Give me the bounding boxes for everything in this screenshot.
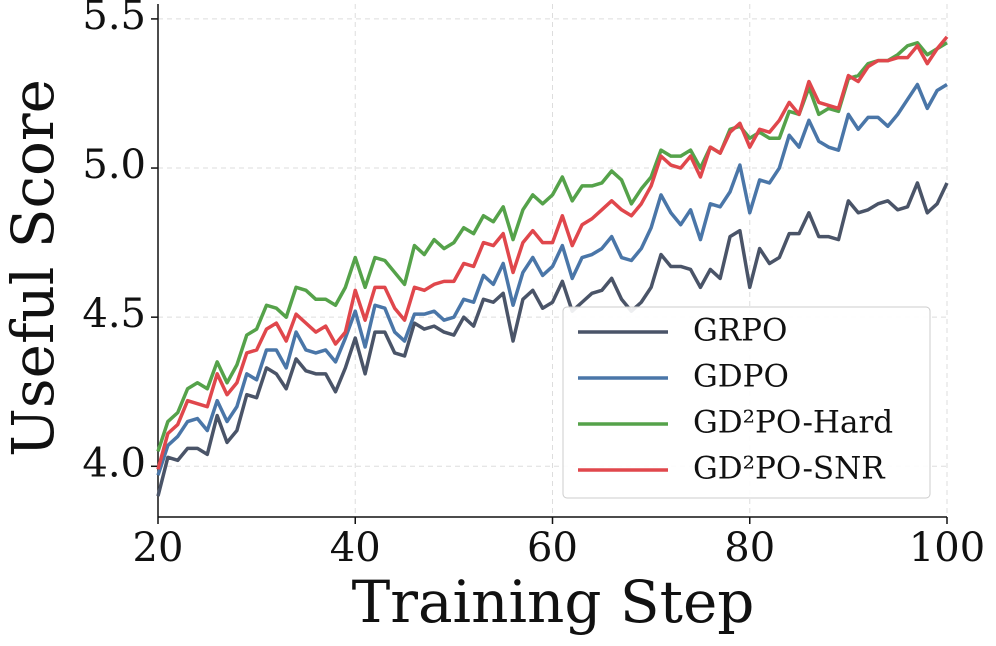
legend-box	[562, 306, 931, 499]
y-tick-label: 5.0	[82, 142, 146, 188]
x-tick-label: 80	[724, 525, 775, 571]
legend-label: GD²PO-SNR	[693, 451, 886, 487]
x-tick-label: 100	[909, 525, 985, 571]
y-tick-label: 5.5	[82, 0, 146, 39]
series-line	[156, 41, 948, 452]
legend-label: GD²PO-Hard	[693, 405, 893, 441]
series-line	[156, 82, 948, 476]
x-tick-label: 20	[133, 525, 184, 571]
x-tick-label: 60	[527, 525, 578, 571]
y-axis-label: Useful Score	[0, 79, 67, 457]
y-tick-label: 4.0	[82, 440, 146, 486]
x-tick-label: 40	[330, 525, 381, 571]
series-line	[156, 35, 949, 470]
y-tick-label: 4.5	[82, 291, 146, 337]
legend-label: GDPO	[693, 359, 789, 395]
legend-label: GRPO	[693, 313, 787, 349]
x-axis-label: Training Step	[352, 568, 755, 636]
series-line	[156, 181, 949, 497]
